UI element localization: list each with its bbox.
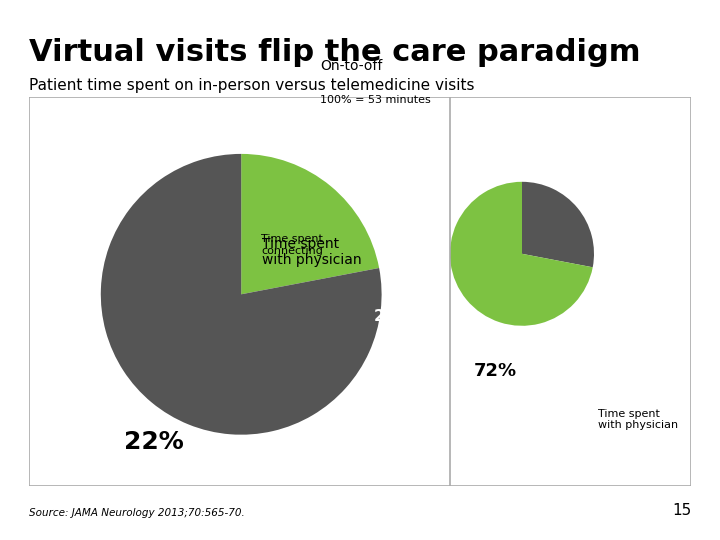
Text: 100% = 53 minutes: 100% = 53 minutes bbox=[320, 96, 431, 105]
Text: Patient time spent on in-person versus telemedicine visits: Patient time spent on in-person versus t… bbox=[29, 78, 474, 93]
Text: Virtual visits flip the care paradigm: Virtual visits flip the care paradigm bbox=[29, 38, 640, 67]
Text: 22%: 22% bbox=[124, 430, 184, 454]
Wedge shape bbox=[522, 182, 594, 267]
Text: On-to-off: On-to-off bbox=[320, 59, 383, 73]
Text: 28%: 28% bbox=[374, 309, 410, 325]
Text: Source: JAMA Neurology 2013;70:565-70.: Source: JAMA Neurology 2013;70:565-70. bbox=[29, 508, 245, 518]
Wedge shape bbox=[241, 154, 379, 294]
Text: Time spent
with physician: Time spent with physician bbox=[598, 409, 678, 430]
Text: 72%: 72% bbox=[474, 362, 516, 380]
Text: 15: 15 bbox=[672, 503, 691, 518]
Wedge shape bbox=[101, 154, 382, 435]
Text: Time spent
with physician: Time spent with physician bbox=[262, 237, 362, 267]
Wedge shape bbox=[450, 182, 593, 326]
Text: Time spent
connecting: Time spent connecting bbox=[261, 234, 323, 255]
